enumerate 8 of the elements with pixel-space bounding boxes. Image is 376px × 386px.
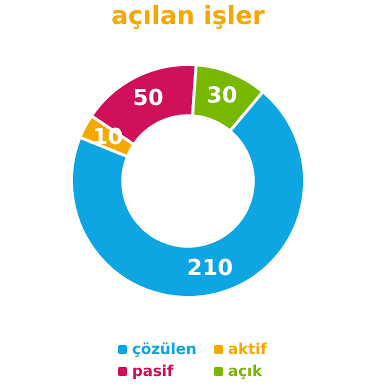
legend-label: pasif: [132, 362, 174, 380]
data-label: 210: [187, 256, 233, 281]
legend-label: açık: [228, 362, 262, 380]
data-label: 30: [206, 83, 238, 108]
chart-title: açılan işler: [110, 0, 266, 32]
legend-label: çözülen: [132, 340, 197, 358]
data-label: 50: [132, 86, 164, 112]
legend-label: aktif: [228, 340, 267, 358]
